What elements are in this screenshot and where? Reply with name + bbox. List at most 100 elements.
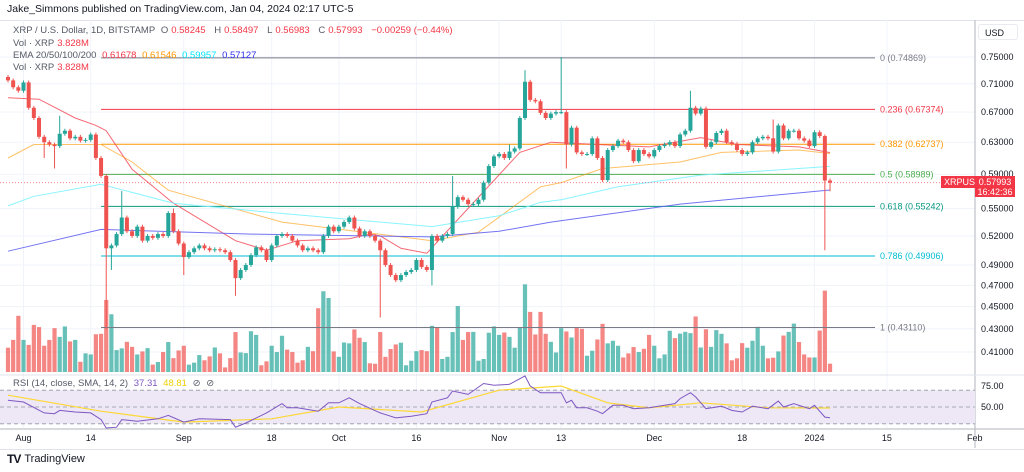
candle[interactable] [667, 140, 672, 147]
candle[interactable] [507, 144, 512, 160]
candle[interactable] [47, 140, 52, 147]
candle[interactable] [429, 233, 434, 286]
candle[interactable] [709, 140, 714, 149]
candle[interactable] [233, 258, 238, 296]
candle[interactable] [548, 111, 553, 120]
candle[interactable] [347, 215, 352, 225]
candle[interactable] [150, 233, 155, 240]
candle[interactable] [186, 250, 191, 260]
volume-legend[interactable]: Vol · XRP 3.828M [13, 38, 92, 49]
candle[interactable] [373, 233, 378, 243]
candle[interactable] [161, 232, 166, 238]
candle[interactable] [729, 140, 734, 146]
candle[interactable] [109, 243, 114, 270]
candle[interactable] [559, 57, 564, 115]
candle[interactable] [238, 268, 243, 281]
candle[interactable] [610, 144, 615, 152]
candle[interactable] [171, 208, 176, 234]
candle[interactable] [822, 134, 827, 251]
candle[interactable] [404, 270, 409, 278]
candle[interactable] [104, 174, 109, 329]
candle[interactable] [460, 195, 465, 202]
candle[interactable] [714, 131, 719, 145]
candle[interactable] [217, 247, 222, 253]
candle[interactable] [755, 136, 760, 145]
candle[interactable] [316, 248, 321, 255]
candle[interactable] [724, 128, 729, 145]
candle[interactable] [352, 215, 357, 231]
candle[interactable] [760, 134, 765, 141]
candle[interactable] [450, 175, 455, 237]
candle[interactable] [357, 226, 362, 238]
tradingview-logo[interactable]: TV TradingView [7, 452, 85, 466]
candle[interactable] [73, 134, 78, 141]
candle[interactable] [807, 138, 812, 149]
candle[interactable] [626, 140, 631, 152]
candle[interactable] [155, 232, 160, 240]
candle[interactable] [616, 138, 621, 149]
candle[interactable] [367, 229, 372, 238]
candle[interactable] [750, 140, 755, 155]
candle[interactable] [543, 110, 548, 120]
candle[interactable] [305, 246, 310, 253]
ema-legend[interactable]: EMA 20/50/100/200 0.61678 0.61546 0.5995… [13, 50, 259, 61]
candle[interactable] [83, 137, 88, 143]
candle[interactable] [585, 152, 590, 156]
candle[interactable] [124, 215, 129, 234]
candle[interactable] [393, 273, 398, 283]
candle[interactable] [781, 123, 786, 141]
candle[interactable] [290, 233, 295, 243]
candle[interactable] [248, 253, 253, 267]
candle[interactable] [828, 178, 833, 192]
candle[interactable] [280, 232, 285, 238]
candle[interactable] [42, 134, 47, 158]
candle[interactable] [424, 265, 429, 272]
candle[interactable] [57, 115, 62, 149]
candle[interactable] [636, 148, 641, 164]
candle[interactable] [812, 130, 817, 149]
candle[interactable] [631, 148, 636, 164]
candle[interactable] [802, 136, 807, 143]
candle[interactable] [693, 105, 698, 116]
candle[interactable] [678, 132, 683, 149]
candle[interactable] [533, 97, 538, 104]
candle[interactable] [37, 116, 42, 139]
candle[interactable] [719, 128, 724, 135]
candle[interactable] [481, 180, 486, 202]
candle[interactable] [274, 233, 279, 248]
candle[interactable] [254, 245, 259, 258]
candle[interactable] [554, 110, 559, 116]
candle[interactable] [765, 134, 770, 141]
candle[interactable] [476, 197, 481, 207]
candle[interactable] [740, 148, 745, 156]
candle[interactable] [383, 248, 388, 267]
candle[interactable] [590, 136, 595, 156]
candle[interactable] [11, 78, 16, 90]
candle[interactable] [797, 128, 802, 141]
candle[interactable] [621, 138, 626, 145]
candle[interactable] [771, 119, 776, 154]
currency-selector[interactable]: USD [978, 24, 1018, 40]
candle[interactable] [93, 132, 98, 160]
candle[interactable] [734, 141, 739, 152]
candle[interactable] [703, 106, 708, 149]
candle[interactable] [331, 224, 336, 234]
candle[interactable] [166, 211, 171, 238]
candle[interactable] [311, 246, 316, 253]
candle[interactable] [181, 241, 186, 276]
candle[interactable] [409, 268, 414, 274]
candle[interactable] [140, 224, 145, 243]
candle[interactable] [321, 233, 326, 255]
candle[interactable] [119, 191, 124, 237]
candle[interactable] [68, 128, 73, 141]
candle[interactable] [223, 248, 228, 255]
candle[interactable] [662, 142, 667, 149]
candle[interactable] [388, 263, 393, 278]
candle[interactable] [285, 232, 290, 238]
candle[interactable] [228, 250, 233, 262]
candle[interactable] [512, 146, 517, 154]
candle[interactable] [517, 116, 522, 151]
candle[interactable] [31, 105, 36, 120]
candle[interactable] [21, 80, 26, 93]
